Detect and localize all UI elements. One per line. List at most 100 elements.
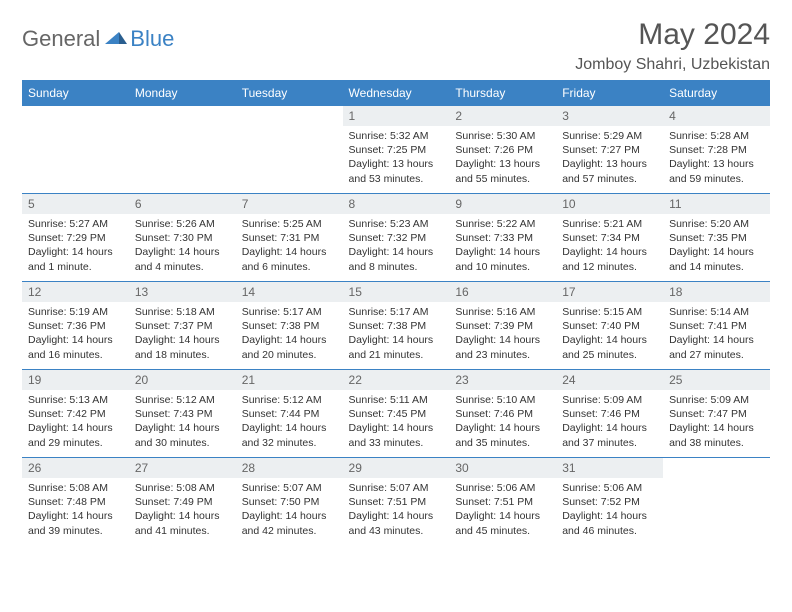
day-number: 9 <box>449 194 556 214</box>
day-number: 31 <box>556 458 663 478</box>
day-number: 21 <box>236 370 343 390</box>
calendar-cell: 13Sunrise: 5:18 AMSunset: 7:37 PMDayligh… <box>129 282 236 370</box>
sunrise-text: Sunrise: 5:20 AM <box>669 217 764 231</box>
calendar-cell: 27Sunrise: 5:08 AMSunset: 7:49 PMDayligh… <box>129 458 236 546</box>
daylight-text: Daylight: 14 hours and 14 minutes. <box>669 245 764 273</box>
day-details: Sunrise: 5:09 AMSunset: 7:47 PMDaylight:… <box>663 390 770 454</box>
calendar-cell: 8Sunrise: 5:23 AMSunset: 7:32 PMDaylight… <box>343 194 450 282</box>
sunset-text: Sunset: 7:30 PM <box>135 231 230 245</box>
sunrise-text: Sunrise: 5:26 AM <box>135 217 230 231</box>
day-number: 11 <box>663 194 770 214</box>
day-number: 22 <box>343 370 450 390</box>
calendar-cell: 25Sunrise: 5:09 AMSunset: 7:47 PMDayligh… <box>663 370 770 458</box>
daylight-text: Daylight: 14 hours and 27 minutes. <box>669 333 764 361</box>
sunset-text: Sunset: 7:27 PM <box>562 143 657 157</box>
sunset-text: Sunset: 7:38 PM <box>349 319 444 333</box>
daylight-text: Daylight: 14 hours and 32 minutes. <box>242 421 337 449</box>
daylight-text: Daylight: 14 hours and 38 minutes. <box>669 421 764 449</box>
logo-text-general: General <box>22 26 100 52</box>
daylight-text: Daylight: 14 hours and 23 minutes. <box>455 333 550 361</box>
calendar-cell: 10Sunrise: 5:21 AMSunset: 7:34 PMDayligh… <box>556 194 663 282</box>
calendar-cell: 23Sunrise: 5:10 AMSunset: 7:46 PMDayligh… <box>449 370 556 458</box>
sunset-text: Sunset: 7:26 PM <box>455 143 550 157</box>
day-details: Sunrise: 5:27 AMSunset: 7:29 PMDaylight:… <box>22 214 129 278</box>
day-number: 8 <box>343 194 450 214</box>
sunrise-text: Sunrise: 5:21 AM <box>562 217 657 231</box>
sunset-text: Sunset: 7:50 PM <box>242 495 337 509</box>
day-number: 14 <box>236 282 343 302</box>
sunset-text: Sunset: 7:37 PM <box>135 319 230 333</box>
calendar-cell: 19Sunrise: 5:13 AMSunset: 7:42 PMDayligh… <box>22 370 129 458</box>
day-number: 16 <box>449 282 556 302</box>
day-details: Sunrise: 5:23 AMSunset: 7:32 PMDaylight:… <box>343 214 450 278</box>
sunset-text: Sunset: 7:31 PM <box>242 231 337 245</box>
sunrise-text: Sunrise: 5:09 AM <box>669 393 764 407</box>
calendar-cell: 17Sunrise: 5:15 AMSunset: 7:40 PMDayligh… <box>556 282 663 370</box>
calendar-body: 1Sunrise: 5:32 AMSunset: 7:25 PMDaylight… <box>22 106 770 546</box>
day-header: Monday <box>129 81 236 106</box>
sunset-text: Sunset: 7:47 PM <box>669 407 764 421</box>
day-details: Sunrise: 5:32 AMSunset: 7:25 PMDaylight:… <box>343 126 450 190</box>
daylight-text: Daylight: 14 hours and 20 minutes. <box>242 333 337 361</box>
day-number: 20 <box>129 370 236 390</box>
sunset-text: Sunset: 7:38 PM <box>242 319 337 333</box>
sunrise-text: Sunrise: 5:16 AM <box>455 305 550 319</box>
sunset-text: Sunset: 7:32 PM <box>349 231 444 245</box>
day-number: 26 <box>22 458 129 478</box>
day-details: Sunrise: 5:10 AMSunset: 7:46 PMDaylight:… <box>449 390 556 454</box>
day-details: Sunrise: 5:28 AMSunset: 7:28 PMDaylight:… <box>663 126 770 190</box>
calendar-cell: 24Sunrise: 5:09 AMSunset: 7:46 PMDayligh… <box>556 370 663 458</box>
sunset-text: Sunset: 7:44 PM <box>242 407 337 421</box>
month-title: May 2024 <box>575 18 770 52</box>
sunrise-text: Sunrise: 5:07 AM <box>349 481 444 495</box>
calendar-cell: 9Sunrise: 5:22 AMSunset: 7:33 PMDaylight… <box>449 194 556 282</box>
day-details: Sunrise: 5:20 AMSunset: 7:35 PMDaylight:… <box>663 214 770 278</box>
daylight-text: Daylight: 14 hours and 25 minutes. <box>562 333 657 361</box>
sunset-text: Sunset: 7:40 PM <box>562 319 657 333</box>
sunset-text: Sunset: 7:35 PM <box>669 231 764 245</box>
sunset-text: Sunset: 7:43 PM <box>135 407 230 421</box>
sunrise-text: Sunrise: 5:28 AM <box>669 129 764 143</box>
calendar-cell: 5Sunrise: 5:27 AMSunset: 7:29 PMDaylight… <box>22 194 129 282</box>
logo-mark-icon <box>105 28 127 51</box>
sunrise-text: Sunrise: 5:12 AM <box>135 393 230 407</box>
sunrise-text: Sunrise: 5:11 AM <box>349 393 444 407</box>
daylight-text: Daylight: 14 hours and 41 minutes. <box>135 509 230 537</box>
sunset-text: Sunset: 7:52 PM <box>562 495 657 509</box>
day-details: Sunrise: 5:30 AMSunset: 7:26 PMDaylight:… <box>449 126 556 190</box>
day-header: Sunday <box>22 81 129 106</box>
daylight-text: Daylight: 14 hours and 1 minute. <box>28 245 123 273</box>
sunset-text: Sunset: 7:46 PM <box>562 407 657 421</box>
title-block: May 2024 Jomboy Shahri, Uzbekistan <box>575 18 770 74</box>
empty-cell <box>236 106 343 194</box>
daylight-text: Daylight: 13 hours and 53 minutes. <box>349 157 444 185</box>
day-header: Wednesday <box>343 81 450 106</box>
day-details: Sunrise: 5:17 AMSunset: 7:38 PMDaylight:… <box>343 302 450 366</box>
day-number: 2 <box>449 106 556 126</box>
logo-text-blue: Blue <box>130 26 174 52</box>
sunset-text: Sunset: 7:41 PM <box>669 319 764 333</box>
day-number: 28 <box>236 458 343 478</box>
sunset-text: Sunset: 7:25 PM <box>349 143 444 157</box>
day-number: 18 <box>663 282 770 302</box>
daylight-text: Daylight: 14 hours and 43 minutes. <box>349 509 444 537</box>
sunrise-text: Sunrise: 5:13 AM <box>28 393 123 407</box>
day-details: Sunrise: 5:07 AMSunset: 7:50 PMDaylight:… <box>236 478 343 542</box>
calendar-header-row: SundayMondayTuesdayWednesdayThursdayFrid… <box>22 81 770 106</box>
sunrise-text: Sunrise: 5:32 AM <box>349 129 444 143</box>
sunrise-text: Sunrise: 5:07 AM <box>242 481 337 495</box>
day-header: Friday <box>556 81 663 106</box>
sunset-text: Sunset: 7:34 PM <box>562 231 657 245</box>
sunset-text: Sunset: 7:39 PM <box>455 319 550 333</box>
day-number: 25 <box>663 370 770 390</box>
day-details: Sunrise: 5:26 AMSunset: 7:30 PMDaylight:… <box>129 214 236 278</box>
daylight-text: Daylight: 13 hours and 55 minutes. <box>455 157 550 185</box>
empty-cell <box>22 106 129 194</box>
sunrise-text: Sunrise: 5:19 AM <box>28 305 123 319</box>
daylight-text: Daylight: 14 hours and 33 minutes. <box>349 421 444 449</box>
day-details: Sunrise: 5:19 AMSunset: 7:36 PMDaylight:… <box>22 302 129 366</box>
sunset-text: Sunset: 7:28 PM <box>669 143 764 157</box>
day-details: Sunrise: 5:16 AMSunset: 7:39 PMDaylight:… <box>449 302 556 366</box>
day-number: 7 <box>236 194 343 214</box>
sunrise-text: Sunrise: 5:17 AM <box>242 305 337 319</box>
